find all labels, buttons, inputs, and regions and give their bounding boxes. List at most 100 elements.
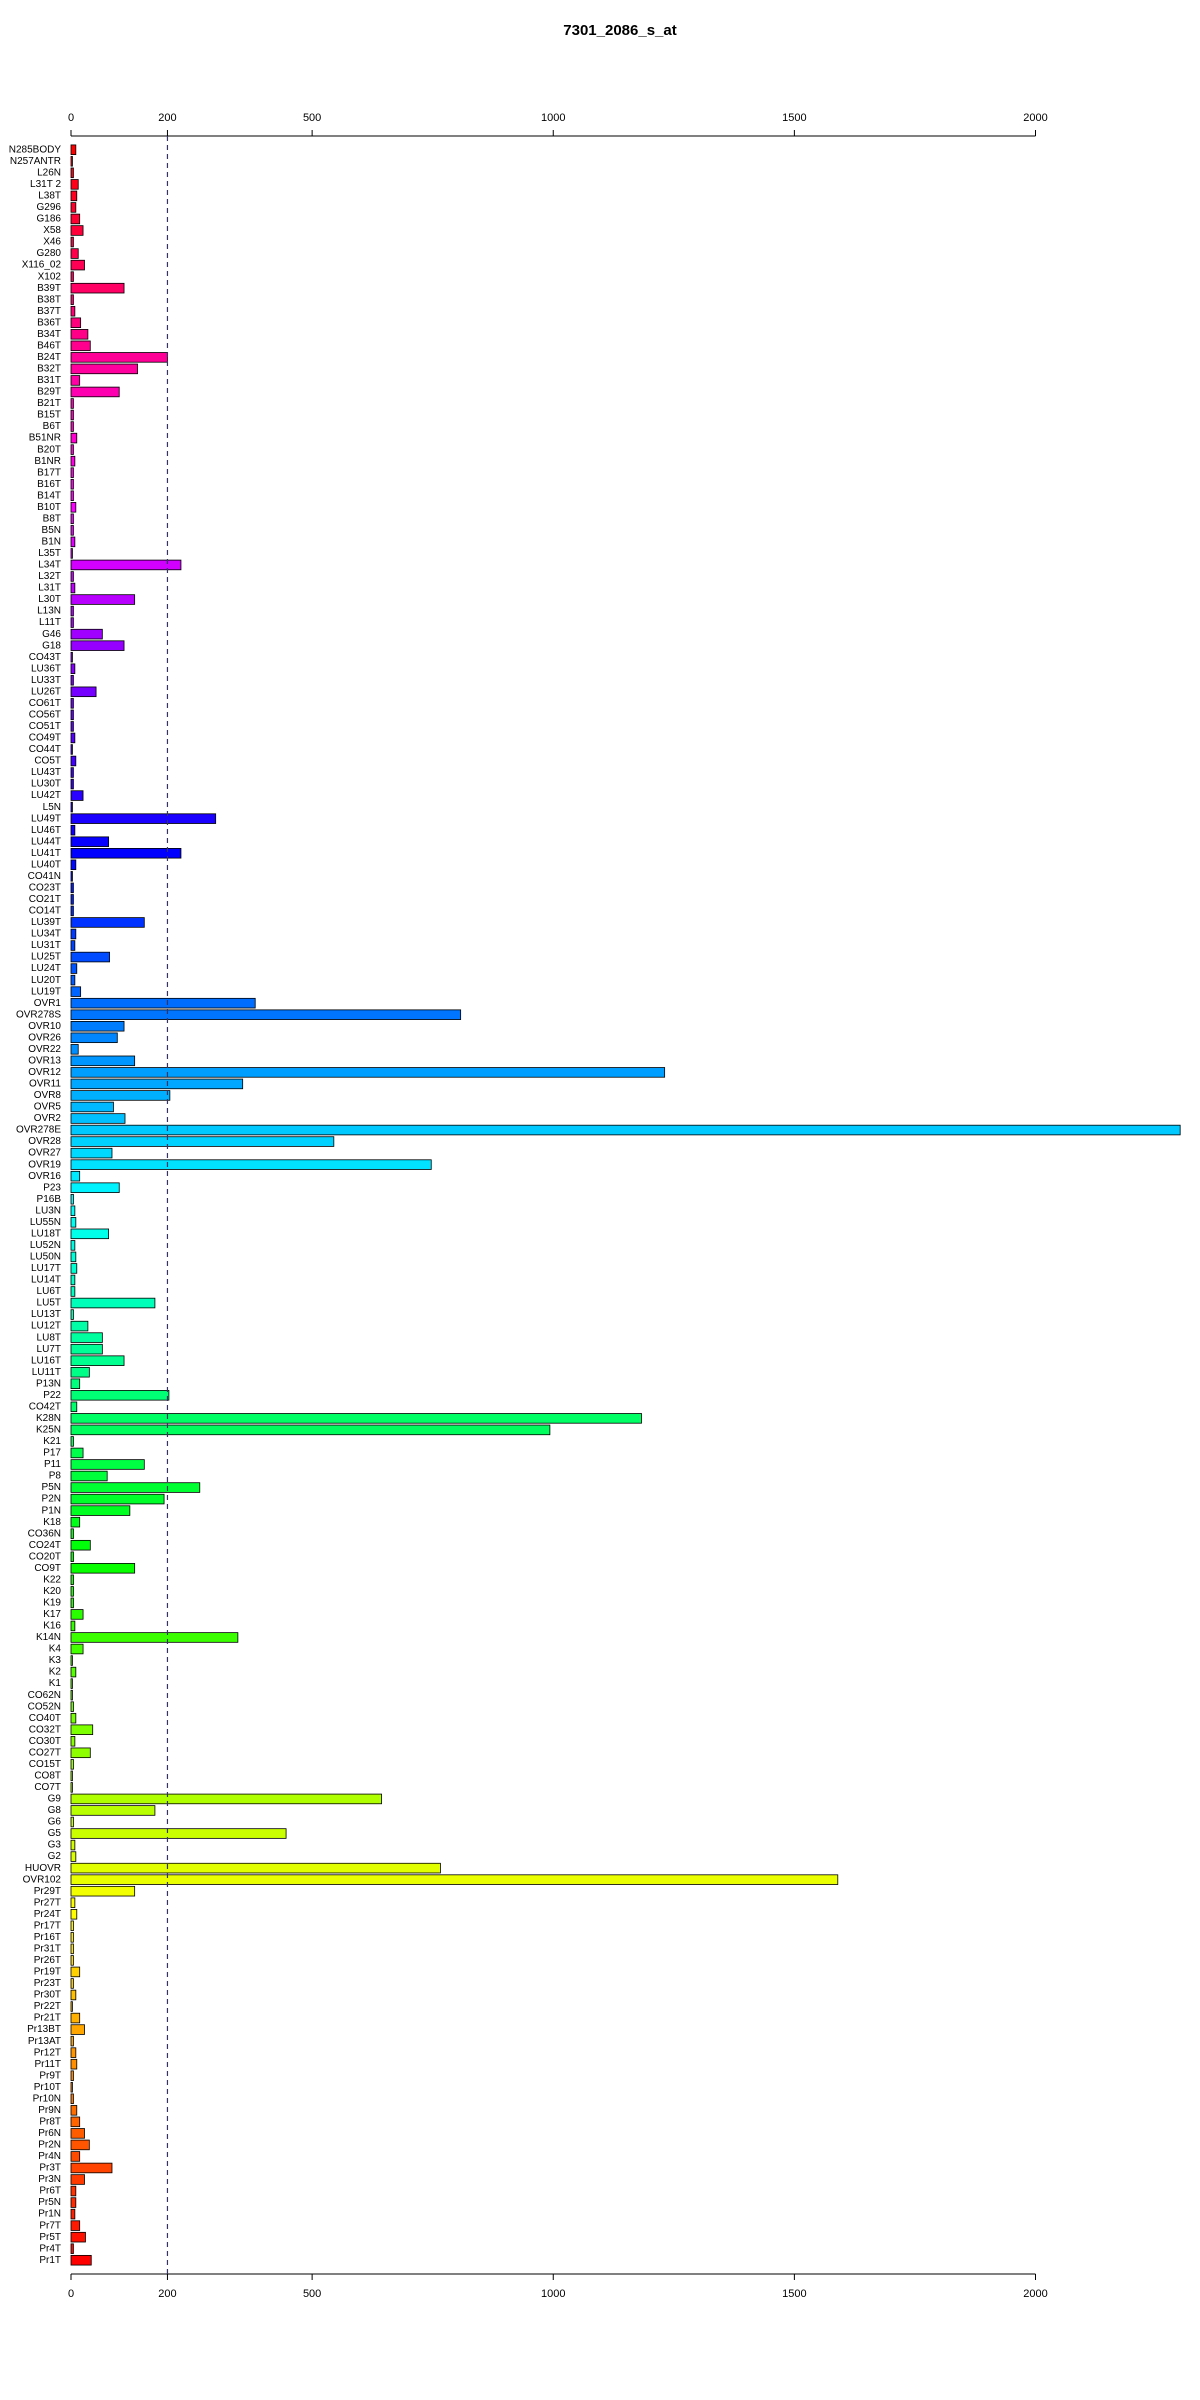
y-tick-label: B1NR xyxy=(34,456,61,467)
bar xyxy=(70,2197,77,2208)
bar xyxy=(70,1470,108,1482)
bar xyxy=(70,940,76,951)
y-tick-label: LU24T xyxy=(31,963,61,974)
y-tick-label: B8T xyxy=(43,513,61,524)
y-tick-label: LU19T xyxy=(31,986,61,997)
y-tick-label: L5N xyxy=(43,802,61,813)
y-tick-label: B15T xyxy=(37,410,61,421)
y-tick-label: B31T xyxy=(37,375,61,386)
bar xyxy=(70,582,76,594)
y-tick-label: CO21T xyxy=(29,894,61,905)
bar xyxy=(70,744,73,755)
bar xyxy=(70,2058,78,2070)
bar xyxy=(70,1759,74,1770)
y-tick-label: OVR27 xyxy=(28,1148,61,1159)
y-tick-label: OVR26 xyxy=(28,1032,61,1043)
y-tick-label: Pr5T xyxy=(39,2232,61,2243)
bar xyxy=(70,536,76,548)
y-tick-label: CO40T xyxy=(29,1713,61,1724)
y-tick-label: Pr7T xyxy=(39,2220,61,2231)
bar xyxy=(70,1193,74,1205)
bar xyxy=(70,1147,113,1159)
y-tick-label: B17T xyxy=(37,467,61,478)
y-tick-label: Pr23T xyxy=(34,1978,61,1989)
y-tick-label: OVR16 xyxy=(28,1171,61,1182)
bar xyxy=(70,651,73,663)
bar xyxy=(70,732,76,744)
y-tick-label: G5 xyxy=(48,1828,62,1839)
bar xyxy=(70,1505,131,1516)
y-tick-label: OVR10 xyxy=(28,1021,61,1032)
x-tick-label: 200 xyxy=(158,2288,176,2300)
bar xyxy=(70,421,74,432)
bar xyxy=(70,1551,74,1562)
bar xyxy=(70,202,77,213)
y-tick-label: CO23T xyxy=(29,882,61,893)
y-tick-label: CO61T xyxy=(29,698,61,709)
y-tick-label: Pr3N xyxy=(38,2174,61,2185)
bar xyxy=(70,1609,84,1620)
y-tick-label: K19 xyxy=(43,1598,61,1609)
y-tick-label: X58 xyxy=(43,225,61,236)
y-tick-label: P17 xyxy=(43,1448,61,1459)
y-tick-label: L26N xyxy=(37,167,61,178)
y-tick-label: Pr6T xyxy=(39,2186,61,2197)
bar xyxy=(70,1113,126,1124)
y-tick-label: G296 xyxy=(37,202,62,213)
y-tick-label: OVR1 xyxy=(34,998,62,1009)
bar xyxy=(70,144,77,156)
y-tick-label: Pr16T xyxy=(34,1932,61,1943)
y-tick-label: CO36N xyxy=(28,1528,61,1539)
bar xyxy=(70,259,85,271)
bar xyxy=(70,190,78,202)
bar xyxy=(70,1620,76,1632)
bar xyxy=(70,317,82,328)
bar xyxy=(70,1320,89,1332)
x-tick-label: 500 xyxy=(303,2288,321,2300)
y-tick-label: B51NR xyxy=(29,433,61,444)
y-tick-label: P11 xyxy=(44,1459,61,1470)
bar xyxy=(70,167,74,179)
y-tick-label: OVR102 xyxy=(23,1874,62,1885)
bar xyxy=(70,1459,145,1470)
y-tick-label: LU44T xyxy=(31,836,61,847)
y-tick-label: LU18T xyxy=(31,1228,61,1239)
y-tick-label: B39T xyxy=(37,283,61,294)
bar xyxy=(70,1090,171,1101)
y-tick-label: OVR22 xyxy=(28,1044,61,1055)
y-tick-label: B38T xyxy=(37,294,61,305)
y-tick-label: Pr24T xyxy=(34,1909,61,1920)
bar xyxy=(70,1862,441,1874)
bar xyxy=(70,1782,73,1793)
y-tick-label: LU39T xyxy=(31,917,61,928)
y-tick-label: LU43T xyxy=(31,767,61,778)
bar xyxy=(70,432,78,444)
y-tick-label: CO43T xyxy=(29,652,61,663)
bar xyxy=(70,617,74,628)
y-tick-label: CO52N xyxy=(28,1701,61,1712)
bar xyxy=(70,467,74,478)
bar xyxy=(70,478,74,490)
y-tick-label: L32T xyxy=(38,571,61,582)
y-tick-label: Pr4N xyxy=(38,2151,61,2162)
y-tick-label: CO51T xyxy=(29,721,61,732)
bar xyxy=(70,179,79,190)
y-tick-label: L38T xyxy=(38,191,61,202)
bar xyxy=(70,1932,74,1943)
x-tick-label: 2000 xyxy=(1023,112,1047,124)
bar xyxy=(70,1447,84,1459)
y-tick-label: P23 xyxy=(43,1182,61,1193)
y-tick-label: Pr11T xyxy=(35,2059,62,2070)
y-tick-label: Pr8T xyxy=(39,2116,61,2127)
bar xyxy=(70,409,74,421)
bar xyxy=(70,1286,76,1297)
y-tick-label: CO41N xyxy=(28,871,61,882)
bar xyxy=(70,1978,74,1989)
bar xyxy=(70,1828,287,1839)
y-tick-label: L31T xyxy=(38,583,61,594)
bar xyxy=(70,1805,156,1816)
y-tick-label: B16T xyxy=(37,479,61,490)
y-tick-label: Pr10T xyxy=(34,2082,61,2093)
bar xyxy=(70,836,110,847)
y-tick-label: Pr21T xyxy=(34,2013,61,2024)
